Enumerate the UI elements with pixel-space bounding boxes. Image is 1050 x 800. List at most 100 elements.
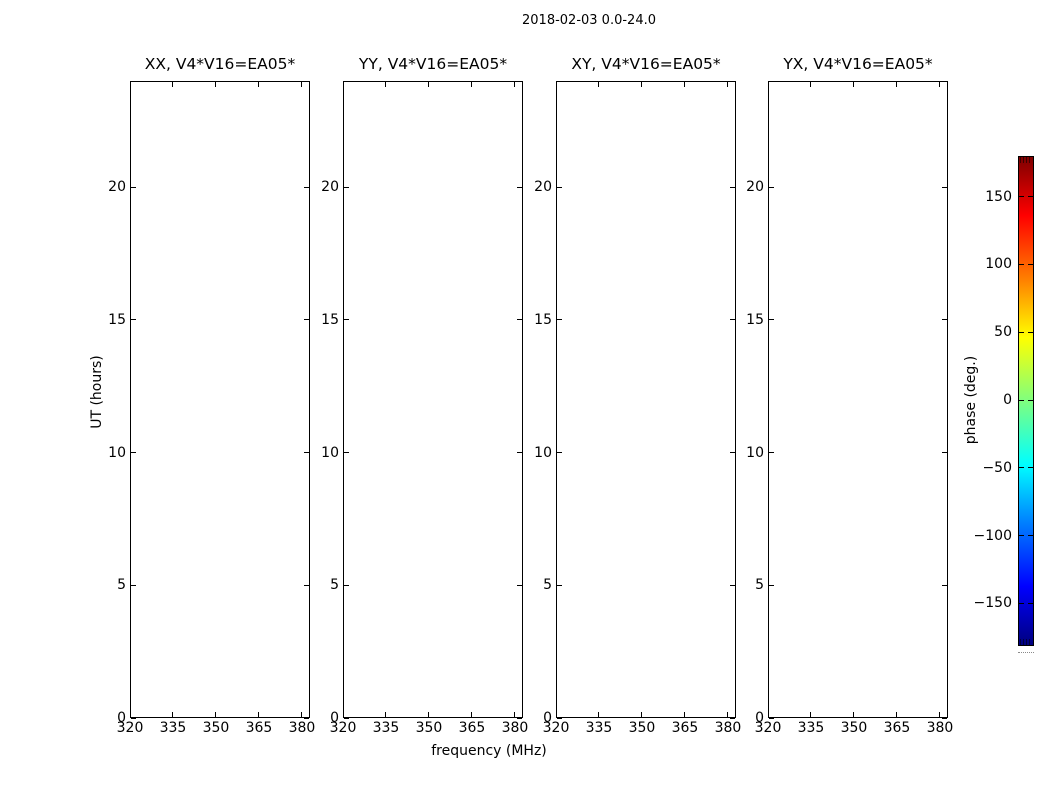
- y-tick-label: 15: [321, 311, 339, 328]
- y-tick-mark: [131, 717, 136, 719]
- x-tick-mark: [258, 712, 260, 717]
- y-tick-mark: [304, 319, 309, 321]
- y-tick-mark: [557, 584, 562, 586]
- y-tick-label: 20: [321, 179, 339, 196]
- y-tick-mark: [344, 186, 349, 188]
- x-tick-label: 350: [628, 720, 656, 736]
- y-tick-mark: [517, 319, 522, 321]
- y-tick-mark: [769, 717, 774, 719]
- y-tick-label: 0: [117, 710, 126, 726]
- x-tick-mark: [514, 82, 516, 87]
- x-tick-mark: [641, 712, 643, 717]
- colorbar-tick-mark: [1028, 196, 1033, 198]
- colorbar-top-hatch-ticks: [1020, 157, 1032, 163]
- colorbar: [1018, 156, 1034, 646]
- subplot-title-xy: XY, V4*V16=EA05*: [571, 55, 721, 73]
- x-tick-label: 320: [754, 720, 782, 736]
- y-tick-label: 15: [746, 311, 764, 328]
- y-tick-mark: [131, 319, 136, 321]
- x-tick-mark: [641, 82, 643, 87]
- y-tick-mark: [517, 186, 522, 188]
- x-tick-label: 335: [585, 720, 613, 736]
- x-tick-label: 335: [372, 720, 400, 736]
- x-tick-mark: [172, 82, 174, 87]
- y-tick-mark: [557, 319, 562, 321]
- y-tick-mark: [942, 186, 947, 188]
- subplot-panel-yy: [343, 81, 523, 718]
- x-tick-mark: [853, 82, 855, 87]
- subplot-panel-yx: [768, 81, 948, 718]
- x-tick-mark: [301, 82, 303, 87]
- x-tick-label: 365: [245, 720, 273, 736]
- y-tick-mark: [769, 452, 774, 454]
- x-tick-mark: [767, 82, 769, 87]
- y-tick-label: 20: [534, 179, 552, 196]
- y-tick-mark: [304, 452, 309, 454]
- y-tick-mark: [517, 452, 522, 454]
- y-tick-label: 5: [330, 577, 339, 594]
- y-tick-mark: [942, 717, 947, 719]
- colorbar-tick-mark: [1028, 331, 1033, 333]
- y-tick-mark: [730, 319, 735, 321]
- x-tick-label: 320: [542, 720, 570, 736]
- y-tick-mark: [304, 584, 309, 586]
- y-tick-mark: [769, 584, 774, 586]
- x-tick-label: 365: [883, 720, 911, 736]
- figure-title: 2018-02-03 0.0-24.0: [522, 13, 656, 28]
- x-tick-mark: [428, 82, 430, 87]
- y-tick-label: 10: [108, 444, 126, 461]
- colorbar-tick-label: 50: [994, 324, 1012, 341]
- y-tick-mark: [344, 717, 349, 719]
- x-tick-label: 335: [159, 720, 187, 736]
- x-tick-label: 380: [288, 720, 316, 736]
- subplot-panel-xy: [556, 81, 736, 718]
- colorbar-tick-label: −150: [973, 595, 1012, 612]
- y-tick-mark: [131, 186, 136, 188]
- y-tick-mark: [557, 717, 562, 719]
- colorbar-bottom-hatch-ticks: [1020, 639, 1032, 645]
- x-tick-mark: [471, 712, 473, 717]
- x-tick-mark: [598, 712, 600, 717]
- y-tick-label: 20: [108, 179, 126, 196]
- subplot-title-yx: YX, V4*V16=EA05*: [783, 55, 933, 73]
- colorbar-tick-label: 100: [985, 256, 1012, 273]
- y-tick-label: 10: [321, 444, 339, 461]
- y-axis-label: UT (hours): [89, 355, 105, 429]
- y-tick-label: 5: [543, 577, 552, 594]
- x-tick-mark: [555, 82, 557, 87]
- x-tick-mark: [129, 82, 131, 87]
- x-tick-mark: [215, 82, 217, 87]
- x-tick-mark: [684, 82, 686, 87]
- x-tick-mark: [215, 712, 217, 717]
- subplot-panel-xx: [130, 81, 310, 718]
- x-tick-mark: [514, 712, 516, 717]
- colorbar-tick-mark: [1028, 602, 1033, 604]
- colorbar-tick-mark: [1019, 602, 1024, 604]
- x-tick-mark: [129, 712, 131, 717]
- x-tick-mark: [342, 82, 344, 87]
- x-tick-mark: [385, 712, 387, 717]
- y-tick-mark: [517, 717, 522, 719]
- x-tick-label: 335: [797, 720, 825, 736]
- subplot-title-xx: XX, V4*V16=EA05*: [144, 55, 296, 73]
- y-tick-mark: [517, 584, 522, 586]
- x-tick-mark: [896, 82, 898, 87]
- y-tick-mark: [304, 186, 309, 188]
- y-tick-mark: [730, 186, 735, 188]
- x-tick-label: 380: [501, 720, 529, 736]
- y-tick-mark: [942, 319, 947, 321]
- x-tick-label: 350: [415, 720, 443, 736]
- y-tick-label: 5: [755, 577, 764, 594]
- x-tick-label: 350: [840, 720, 868, 736]
- y-tick-label: 10: [746, 444, 764, 461]
- colorbar-tick-label: 0: [1003, 392, 1012, 408]
- y-tick-mark: [304, 717, 309, 719]
- y-tick-mark: [557, 186, 562, 188]
- y-tick-mark: [730, 717, 735, 719]
- x-tick-mark: [598, 82, 600, 87]
- x-tick-mark: [301, 712, 303, 717]
- y-tick-mark: [730, 584, 735, 586]
- colorbar-tick-mark: [1019, 196, 1024, 198]
- y-tick-label: 15: [534, 311, 552, 328]
